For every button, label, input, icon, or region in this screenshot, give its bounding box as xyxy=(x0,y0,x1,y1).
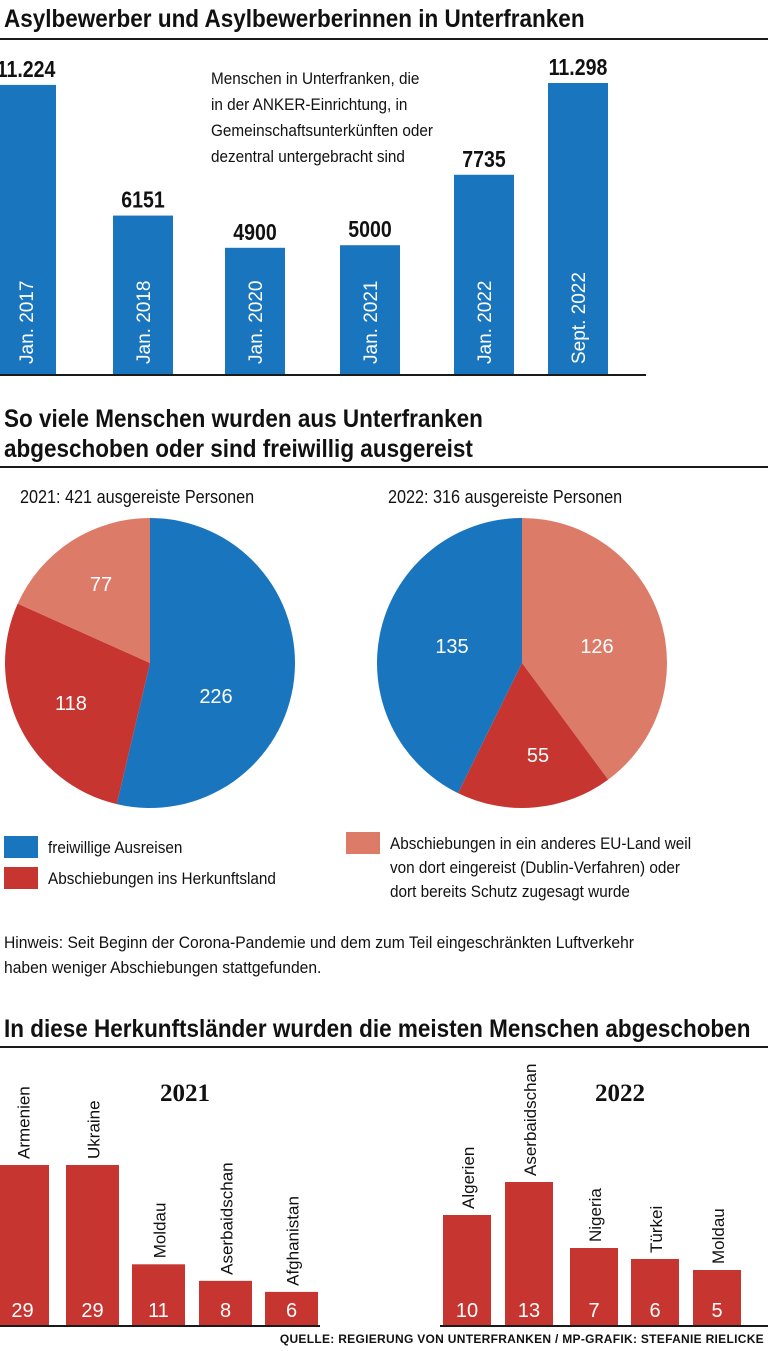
source-credit: QUELLE: REGIERUNG VON UNTERFRANKEN / MP-… xyxy=(279,1332,764,1346)
bar-value-jan-2018: 6151 xyxy=(121,187,165,213)
countries2022-value-nigeria: 7 xyxy=(588,1300,599,1322)
bar-value-sept-2022: 11.298 xyxy=(549,55,608,81)
note-line-4: dezentral untergebracht sind xyxy=(211,147,405,166)
section1-title: Asylbewerber und Asylbewerberinnen in Un… xyxy=(4,5,585,33)
pie2021-value-abschiebungen-in-ein-anderes-eu-land: 77 xyxy=(90,574,112,596)
bar-jan-2022 xyxy=(454,174,514,374)
legend-item-origin: Abschiebungen ins Herkunftsland xyxy=(4,867,301,891)
pie-2022-title: 2022: 316 ausgereiste Personen xyxy=(388,487,623,507)
bar-value-jan-2017: 11.224 xyxy=(0,56,55,82)
countries2022-bar-algerien xyxy=(443,1215,491,1325)
bar-label-jan-2018: Jan. 2018 xyxy=(134,281,155,364)
bar-value-jan-2022: 7735 xyxy=(462,146,506,172)
bar-jan-2018 xyxy=(113,215,173,374)
countries2021-bar-aserbaidschan xyxy=(199,1280,252,1325)
year-2021-label: 2021 xyxy=(160,1080,210,1107)
legend-label-voluntary: freiwillige Ausreisen xyxy=(48,838,183,857)
note-line-3: Gemeinschaftsunterkünften oder xyxy=(211,121,433,140)
countries2022-bar-türkei xyxy=(631,1259,679,1325)
countries2022-value-aserbaidschan: 13 xyxy=(518,1300,540,1322)
legend-label-eu-line1: Abschiebungen in ein anderes EU-Land wei… xyxy=(390,834,692,853)
section3-rule xyxy=(0,1046,768,1048)
countries2021-label-moldau: Moldau xyxy=(151,1203,170,1259)
bar-jan-2020 xyxy=(225,247,285,374)
countries2022-label-aserbaidschan: Aserbaidschan xyxy=(521,1064,540,1176)
bar-label-jan-2017: Jan. 2017 xyxy=(17,281,38,364)
pie2022-value-abschiebungen-in-ein-anderes-eu-land: 126 xyxy=(580,636,613,658)
countries2021-label-ukraine: Ukraine xyxy=(85,1100,104,1159)
countries2021-value-moldau: 11 xyxy=(148,1300,169,1322)
bar-sept-2022 xyxy=(548,83,608,374)
bar-value-jan-2021: 5000 xyxy=(348,217,391,243)
pie2021-slice-freiwillige-ausreisen xyxy=(116,518,295,808)
section2-rule xyxy=(0,466,768,468)
countries2021-value-ukraine: 29 xyxy=(81,1300,103,1322)
legend-label-eu-line2: von dort eingereist (Dublin-Verfahren) o… xyxy=(390,858,681,877)
bar-value-jan-2020: 4900 xyxy=(233,219,276,245)
bar-label-jan-2021: Jan. 2021 xyxy=(361,281,382,364)
bar-label-jan-2022: Jan. 2022 xyxy=(475,281,496,364)
note-line-1: Menschen in Unterfranken, die xyxy=(211,69,420,88)
countries2022-value-algerien: 10 xyxy=(456,1300,478,1322)
countries2022-bar-aserbaidschan xyxy=(505,1182,553,1325)
pie2022-slice-freiwillige-ausreisen xyxy=(376,518,522,794)
bar-jan-2017 xyxy=(0,84,56,374)
pie2022-slice-abschiebungen-in-ein-anderes-eu-land xyxy=(522,518,667,780)
countries2022-label-nigeria: Nigeria xyxy=(586,1188,605,1242)
legend-swatch-blue xyxy=(4,836,38,858)
countries2021-label-armenien: Armenien xyxy=(15,1086,34,1159)
pie2022-value-freiwillige-ausreisen: 135 xyxy=(435,636,468,658)
bar-jan-2021 xyxy=(340,245,400,374)
legend-swatch-salmon xyxy=(346,832,380,854)
countries2021-value-afghanistan: 6 xyxy=(286,1300,297,1322)
countries2021-bar-moldau xyxy=(132,1264,185,1325)
section3-title: In diese Herkunftsländer wurden die meis… xyxy=(4,1015,751,1043)
countries2021-bar-ukraine xyxy=(66,1165,119,1325)
legend-item-voluntary: freiwillige Ausreisen xyxy=(4,836,197,860)
pie2022-value-abschiebungen-ins-herkunftsland: 55 xyxy=(527,745,549,767)
legend-item-eu: Abschiebungen in ein anderes EU-Land wei… xyxy=(346,832,725,904)
section2-title-line2: abgeschoben oder sind freiwillig ausgere… xyxy=(4,435,473,463)
countries2021-value-armenien: 29 xyxy=(11,1300,33,1322)
bar-label-sept-2022: Sept. 2022 xyxy=(569,272,590,364)
legend-swatch-red xyxy=(4,867,38,889)
pie2022-slice-abschiebungen-ins-herkunftsland xyxy=(457,663,609,808)
countries2021-bar-afghanistan xyxy=(265,1291,318,1325)
countries2022-label-algerien: Algerien xyxy=(459,1147,478,1209)
countries2021-label-afghanistan: Afghanistan xyxy=(284,1196,303,1286)
legend-label-eu-line3: dort bereits Schutz zugesagt wurde xyxy=(390,882,630,901)
countries2022-bar-moldau xyxy=(693,1270,741,1325)
legend-label-origin: Abschiebungen ins Herkunftsland xyxy=(48,869,276,888)
section1-rule xyxy=(0,38,768,40)
countries2021-label-aserbaidschan: Aserbaidschan xyxy=(218,1162,237,1274)
pie2021-value-freiwillige-ausreisen: 226 xyxy=(199,686,232,708)
countries2022-label-türkei: Türkei xyxy=(647,1206,666,1253)
pie2021-slice-abschiebungen-ins-herkunftsland xyxy=(4,603,151,805)
pie2021-slice-abschiebungen-in-ein-anderes-eu-land xyxy=(17,518,151,663)
countries2022-value-türkei: 6 xyxy=(649,1300,660,1322)
section2-title-line1: So viele Menschen wurden aus Unterfranke… xyxy=(4,405,483,433)
countries2021-bar-armenien xyxy=(0,1165,49,1325)
pie2021-value-abschiebungen-ins-herkunftsland: 118 xyxy=(55,693,87,715)
note-line-2: in der ANKER-Einrichtung, in xyxy=(211,95,408,114)
hint-line-2: haben weniger Abschiebungen stattgefunde… xyxy=(4,958,322,977)
countries2021-value-aserbaidschan: 8 xyxy=(220,1300,231,1322)
hint-line-1: Hinweis: Seit Beginn der Corona-Pandemie… xyxy=(4,933,634,952)
year-2022-label: 2022 xyxy=(595,1080,645,1107)
pie-2021-title: 2021: 421 ausgereiste Personen xyxy=(20,487,255,507)
countries2022-value-moldau: 5 xyxy=(711,1300,722,1322)
bar-label-jan-2020: Jan. 2020 xyxy=(246,281,267,364)
countries2022-bar-nigeria xyxy=(570,1248,618,1325)
countries2022-label-moldau: Moldau xyxy=(709,1208,728,1264)
